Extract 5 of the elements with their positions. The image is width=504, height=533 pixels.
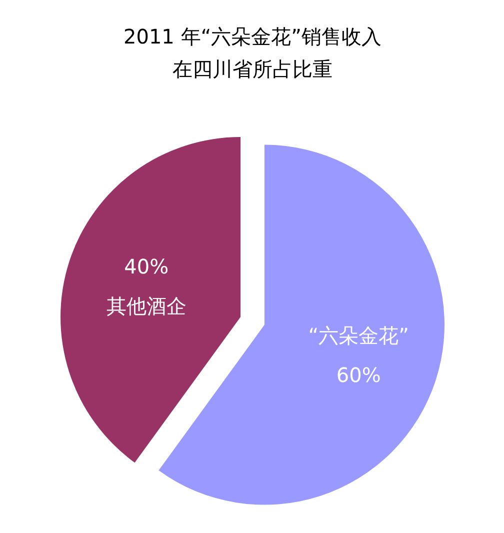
slice-label: 其他酒企 bbox=[106, 294, 186, 318]
chart-title: 2011 年“六朵金花”销售收入在四川省所占比重 bbox=[124, 24, 382, 81]
slice-label: “六朵金花” bbox=[308, 324, 410, 348]
data-label: 40% bbox=[124, 254, 169, 279]
data-label: 60% bbox=[336, 363, 381, 388]
